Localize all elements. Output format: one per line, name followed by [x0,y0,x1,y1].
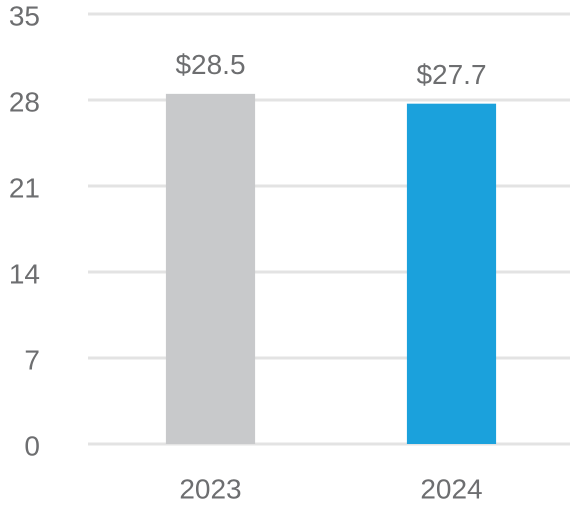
y-tick-label: 35 [9,0,40,31]
bar [406,103,497,444]
y-tick-label: 0 [24,430,40,461]
x-tick-label: 2024 [420,473,482,504]
value-label: $27.7 [416,59,486,90]
y-tick-label: 7 [24,344,40,375]
y-tick-label: 21 [9,172,40,203]
y-tick-label: 28 [9,86,40,117]
x-tick-label: 2023 [179,473,241,504]
value-label: $28.5 [175,49,245,80]
bar [165,93,256,444]
y-tick-label: 14 [9,258,40,289]
